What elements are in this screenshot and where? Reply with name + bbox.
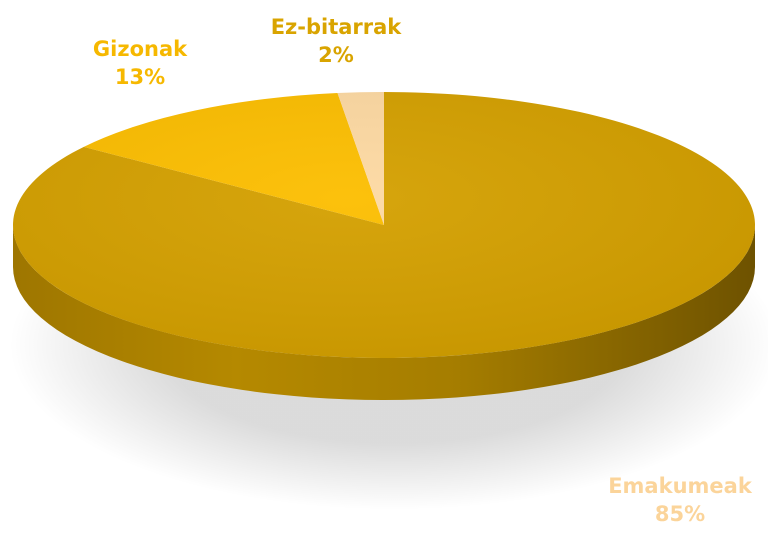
slice-value-label-emakumeak: 85%: [655, 502, 705, 526]
slice-value-label-ez-bitarrak: 2%: [318, 43, 354, 67]
slice-label-gizonak: Gizonak: [93, 37, 188, 61]
slice-value-label-gizonak: 13%: [115, 65, 165, 89]
slice-label-emakumeak: Emakumeak: [608, 474, 753, 498]
slice-label-ez-bitarrak: Ez-bitarrak: [271, 15, 403, 39]
